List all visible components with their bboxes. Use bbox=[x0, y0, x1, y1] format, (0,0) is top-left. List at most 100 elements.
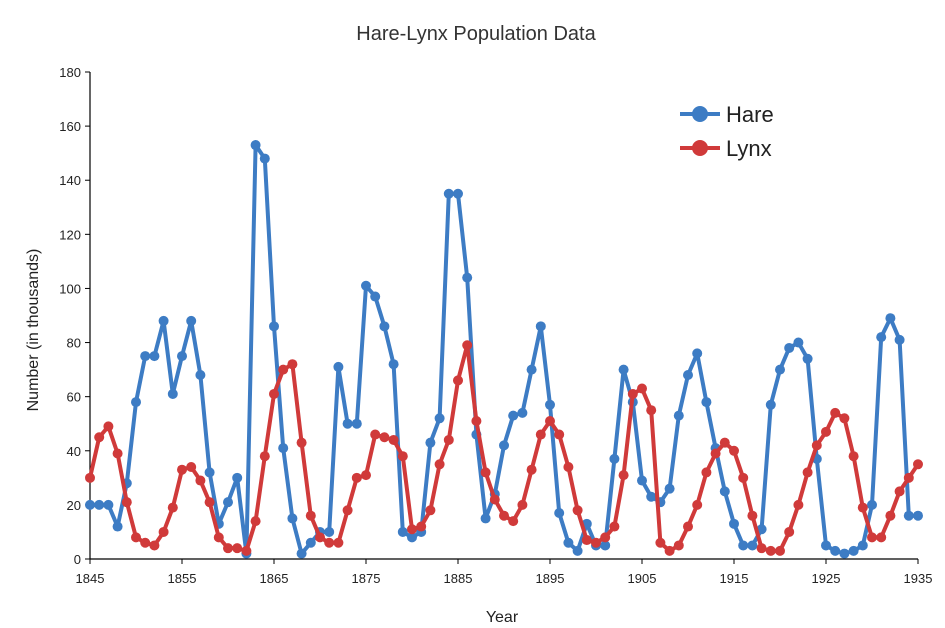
data-point-hare bbox=[554, 508, 565, 519]
data-point-hare bbox=[407, 532, 417, 543]
data-point-hare bbox=[867, 499, 877, 510]
data-point-lynx bbox=[480, 467, 491, 478]
data-point-hare bbox=[692, 348, 703, 359]
data-point-hare bbox=[232, 472, 243, 483]
data-point-hare bbox=[140, 351, 151, 362]
data-point-lynx bbox=[784, 526, 795, 537]
data-point-hare bbox=[351, 418, 362, 429]
data-point-hare bbox=[517, 407, 528, 418]
data-point-hare bbox=[278, 443, 289, 454]
data-point-hare bbox=[250, 140, 261, 151]
data-point-hare bbox=[149, 351, 160, 362]
data-point-hare bbox=[287, 513, 298, 524]
data-point-hare bbox=[223, 497, 233, 508]
data-point-lynx bbox=[683, 521, 693, 532]
series-hare bbox=[85, 140, 923, 559]
data-point-lynx bbox=[830, 407, 841, 418]
data-point-lynx bbox=[158, 526, 169, 537]
legend-item-lynx: Lynx bbox=[680, 136, 772, 161]
data-point-lynx bbox=[701, 467, 712, 478]
chart-title: Hare-Lynx Population Data bbox=[356, 23, 596, 45]
data-point-lynx bbox=[710, 448, 721, 459]
data-point-hare bbox=[388, 359, 399, 370]
legend-item-hare: Hare bbox=[680, 102, 774, 127]
data-point-hare bbox=[480, 513, 491, 524]
data-point-lynx bbox=[655, 537, 666, 548]
data-point-lynx bbox=[894, 486, 905, 497]
data-point-hare bbox=[85, 499, 95, 510]
data-point-lynx bbox=[177, 464, 187, 475]
x-tick-label: 1905 bbox=[628, 571, 657, 586]
data-point-lynx bbox=[204, 497, 215, 508]
data-point-hare bbox=[609, 453, 620, 464]
data-point-hare bbox=[167, 388, 178, 399]
data-point-lynx bbox=[876, 532, 887, 543]
data-point-lynx bbox=[885, 510, 896, 521]
data-point-lynx bbox=[471, 416, 482, 427]
data-point-hare bbox=[204, 467, 215, 478]
data-point-hare bbox=[370, 291, 381, 302]
data-point-lynx bbox=[793, 499, 804, 510]
data-point-lynx bbox=[848, 451, 859, 462]
x-tick-label: 1865 bbox=[260, 571, 289, 586]
data-point-hare bbox=[112, 521, 123, 532]
data-point-lynx bbox=[913, 459, 923, 470]
data-point-lynx bbox=[499, 510, 509, 521]
data-point-lynx bbox=[121, 497, 132, 508]
data-point-lynx bbox=[232, 543, 243, 554]
x-tick-label: 1875 bbox=[352, 571, 381, 586]
data-point-hare bbox=[784, 342, 795, 353]
data-point-lynx bbox=[388, 434, 399, 445]
data-point-lynx bbox=[278, 364, 289, 375]
series-lynx bbox=[85, 340, 923, 556]
data-point-hare bbox=[913, 510, 923, 521]
data-point-hare bbox=[903, 510, 914, 521]
data-point-lynx bbox=[315, 532, 325, 543]
data-point-hare bbox=[361, 280, 371, 291]
data-point-hare bbox=[683, 370, 693, 381]
data-point-hare bbox=[673, 410, 684, 421]
x-tick-label: 1935 bbox=[904, 571, 933, 586]
data-point-lynx bbox=[637, 383, 647, 394]
data-point-lynx bbox=[673, 540, 684, 551]
data-point-lynx bbox=[379, 432, 390, 443]
data-point-hare bbox=[397, 526, 408, 537]
series-layer bbox=[85, 140, 923, 559]
data-point-lynx bbox=[526, 464, 537, 475]
data-point-hare bbox=[195, 370, 206, 381]
data-point-hare bbox=[259, 153, 270, 164]
y-tick-label: 160 bbox=[59, 119, 81, 134]
data-point-hare bbox=[563, 537, 574, 548]
data-point-lynx bbox=[250, 516, 261, 527]
data-point-lynx bbox=[581, 535, 592, 546]
data-point-hare bbox=[508, 410, 519, 421]
data-point-lynx bbox=[324, 537, 335, 548]
data-point-lynx bbox=[259, 451, 270, 462]
data-point-lynx bbox=[839, 413, 850, 424]
data-point-hare bbox=[719, 486, 730, 497]
data-point-hare bbox=[453, 188, 463, 199]
axes bbox=[89, 72, 918, 560]
data-point-lynx bbox=[802, 467, 813, 478]
data-point-hare bbox=[793, 337, 804, 348]
data-point-lynx bbox=[857, 502, 868, 513]
data-point-lynx bbox=[517, 499, 528, 510]
data-point-lynx bbox=[545, 416, 555, 427]
data-point-lynx bbox=[453, 375, 463, 386]
data-point-hare bbox=[600, 540, 611, 551]
data-point-hare bbox=[830, 545, 841, 556]
x-axis-ticks: 1845 1855 1865 1875 1885 1895 1905 1915 1925 1935 bbox=[76, 559, 933, 586]
data-point-lynx bbox=[195, 475, 206, 486]
data-point-hare bbox=[305, 537, 316, 548]
data-point-hare bbox=[876, 332, 887, 343]
data-point-lynx bbox=[664, 545, 675, 556]
data-point-hare bbox=[545, 399, 555, 410]
data-point-lynx bbox=[241, 545, 252, 556]
data-point-lynx bbox=[94, 432, 105, 443]
data-point-hare bbox=[701, 397, 712, 408]
data-point-lynx bbox=[416, 521, 427, 532]
data-point-lynx bbox=[131, 532, 141, 543]
data-point-lynx bbox=[361, 470, 371, 481]
data-point-lynx bbox=[407, 524, 417, 535]
data-point-lynx bbox=[462, 340, 473, 351]
